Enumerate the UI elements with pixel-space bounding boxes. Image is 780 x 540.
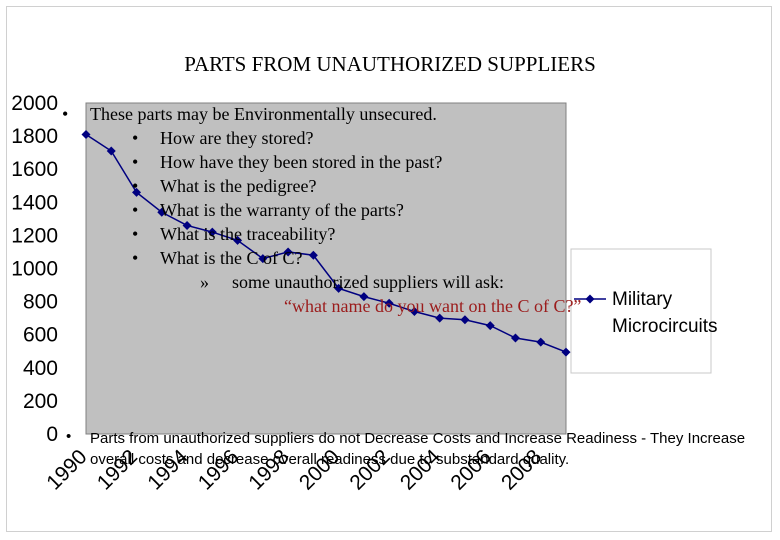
y-tick-label: 1600	[11, 158, 58, 181]
sub-bullet-text: What is the C of C?	[160, 248, 303, 268]
legend-marker	[585, 294, 595, 304]
y-tick-label: 800	[23, 291, 58, 314]
sub-bullet-text: What is the traceability?	[160, 224, 336, 244]
data-point	[283, 247, 293, 257]
y-tick-label: 1400	[11, 191, 58, 214]
bottom-bullet-marker: •	[66, 428, 72, 445]
data-point	[359, 292, 369, 302]
quote-text: “what name do you want on the C of C?”	[284, 296, 582, 316]
sub-bullet-text: What is the pedigree?	[160, 176, 317, 196]
data-point	[510, 333, 520, 343]
x-tick-label: 1990	[42, 445, 91, 494]
data-point	[233, 235, 243, 245]
sub-bullet-marker: •	[132, 152, 139, 172]
data-point	[409, 307, 419, 317]
sub-bullet-text: How are they stored?	[160, 128, 314, 148]
y-tick-label: 1000	[11, 258, 58, 281]
main-bullet-text: These parts may be Environmentally unsec…	[90, 104, 437, 124]
legend-label: Microcircuits	[612, 316, 718, 337]
sub-bullet-marker: •	[132, 176, 139, 196]
data-point	[308, 250, 318, 260]
data-point	[460, 315, 470, 325]
third-bullet-text: some unauthorized suppliers will ask:	[232, 272, 504, 292]
data-point	[536, 337, 546, 347]
sub-bullet-marker: •	[132, 200, 139, 220]
third-bullet-marker: »	[200, 272, 209, 292]
y-tick-label: 1800	[11, 125, 58, 148]
legend-label: Military	[612, 289, 673, 310]
y-tick-label: 2000	[11, 92, 58, 115]
data-point	[132, 187, 142, 197]
data-point	[81, 129, 91, 139]
slide-title: PARTS FROM UNAUTHORIZED SUPPLIERS	[184, 52, 596, 76]
data-point	[384, 298, 394, 308]
y-tick-label: 600	[23, 324, 58, 347]
data-point	[561, 347, 571, 357]
main-bullet-marker: •	[62, 104, 69, 124]
sub-bullet-marker: •	[132, 128, 139, 148]
y-tick-label: 1200	[11, 224, 58, 247]
sub-bullet-marker: •	[132, 224, 139, 244]
data-point	[258, 254, 268, 264]
data-point	[157, 207, 167, 217]
bottom-bullet-text: Parts from unauthorized suppliers do not…	[90, 430, 746, 468]
data-point	[435, 313, 445, 323]
data-point	[334, 283, 344, 293]
sub-bullet-text: How have they been stored in the past?	[160, 152, 443, 172]
data-point	[182, 220, 192, 230]
sub-bullet-text: What is the warranty of the parts?	[160, 200, 404, 220]
y-tick-label: 400	[23, 357, 58, 380]
y-tick-label: 0	[46, 423, 58, 446]
legend-box	[570, 248, 712, 374]
series-line	[85, 133, 567, 353]
data-point	[106, 146, 116, 156]
data-point	[207, 227, 217, 237]
sub-bullet-marker: •	[132, 248, 139, 268]
data-point	[485, 321, 495, 331]
y-tick-label: 200	[23, 390, 58, 413]
plot-area	[85, 102, 567, 435]
